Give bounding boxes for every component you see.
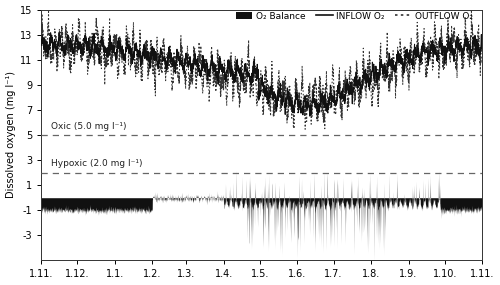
Y-axis label: Dissolved oxygen (mg l⁻¹): Dissolved oxygen (mg l⁻¹) — [6, 72, 16, 198]
Text: Oxic (5.0 mg l⁻¹): Oxic (5.0 mg l⁻¹) — [51, 122, 127, 131]
Text: Hypoxic (2.0 mg l⁻¹): Hypoxic (2.0 mg l⁻¹) — [51, 159, 142, 168]
Legend: O₂ Balance, INFLOW O₂, OUTFLOW O₂: O₂ Balance, INFLOW O₂, OUTFLOW O₂ — [236, 12, 474, 21]
